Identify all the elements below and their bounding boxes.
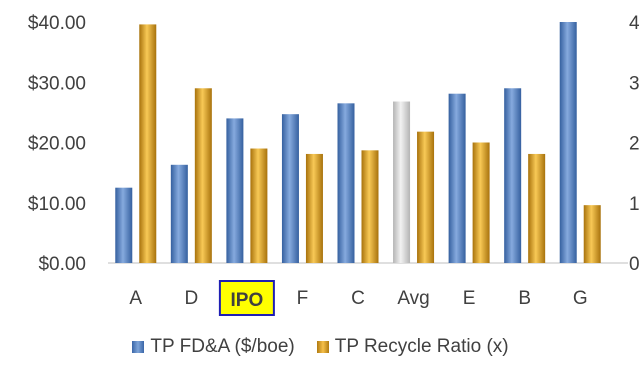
category-label-g: G [573,288,588,309]
category-label-b: B [518,288,531,309]
bar-chart: $0.00 $10.00 $20.00 $30.00 $40.00 0 1 2 3 4 A D IP… [28,13,640,316]
legend-item-series1: TP FD&A ($/boe) [132,336,295,358]
left-tick-label: $20.00 [28,134,86,155]
bar-series2-d [194,88,212,264]
bar-series2-ipo [250,148,268,263]
bar-series2-c [361,150,379,263]
legend-swatch-series1 [132,341,145,353]
highlight-box [218,280,275,316]
right-axis-ticks: 0 1 2 3 4 [629,13,640,275]
right-tick-label: 3 [629,73,640,94]
legend-swatch-series2 [316,341,329,353]
bar-series1-avg [393,101,411,263]
bar-series1-ipo [226,118,244,264]
legend-item-series2: TP Recycle Ratio (x) [316,336,509,358]
left-tick-label: $40.00 [28,13,86,34]
bar-series1-g [559,22,577,263]
left-tick-label: $0.00 [38,254,86,275]
category-label-e: E [463,288,476,309]
bar-series1-c [337,103,355,264]
category-label-f: F [297,288,309,309]
right-tick-label: 0 [629,254,640,275]
right-tick-label: 4 [629,13,640,34]
bar-series1-b [504,88,522,264]
legend: TP FD&A ($/boe) TP Recycle Ratio (x) [0,330,641,364]
bar-series2-avg [417,131,435,263]
bar-series2-e [472,142,490,263]
category-label-d: D [184,288,198,309]
bar-series2-g [583,205,601,263]
legend-label-series2: TP Recycle Ratio (x) [334,336,509,357]
right-tick-label: 2 [629,134,640,155]
bar-series2-b [528,153,546,263]
category-label-avg: Avg [397,288,429,309]
bar-series2-f [305,153,323,263]
left-tick-label: $30.00 [28,73,86,94]
category-label-ipo: IPO [231,290,264,311]
category-labels: A D IPO F C Avg E B G [129,280,588,316]
right-tick-label: 1 [629,194,640,215]
category-label-a: A [129,288,142,309]
bar-series1-d [170,164,188,263]
left-tick-label: $10.00 [28,194,86,215]
bar-series1-a [115,187,133,263]
category-label-c: C [351,288,365,309]
legend-label-series1: TP FD&A ($/boe) [150,336,295,357]
bar-series2-a [139,24,157,263]
left-axis-ticks: $0.00 $10.00 $20.00 $30.00 $40.00 [28,13,86,275]
bars [115,22,601,264]
bar-series1-e [448,93,466,263]
bar-series1-f [281,114,299,264]
